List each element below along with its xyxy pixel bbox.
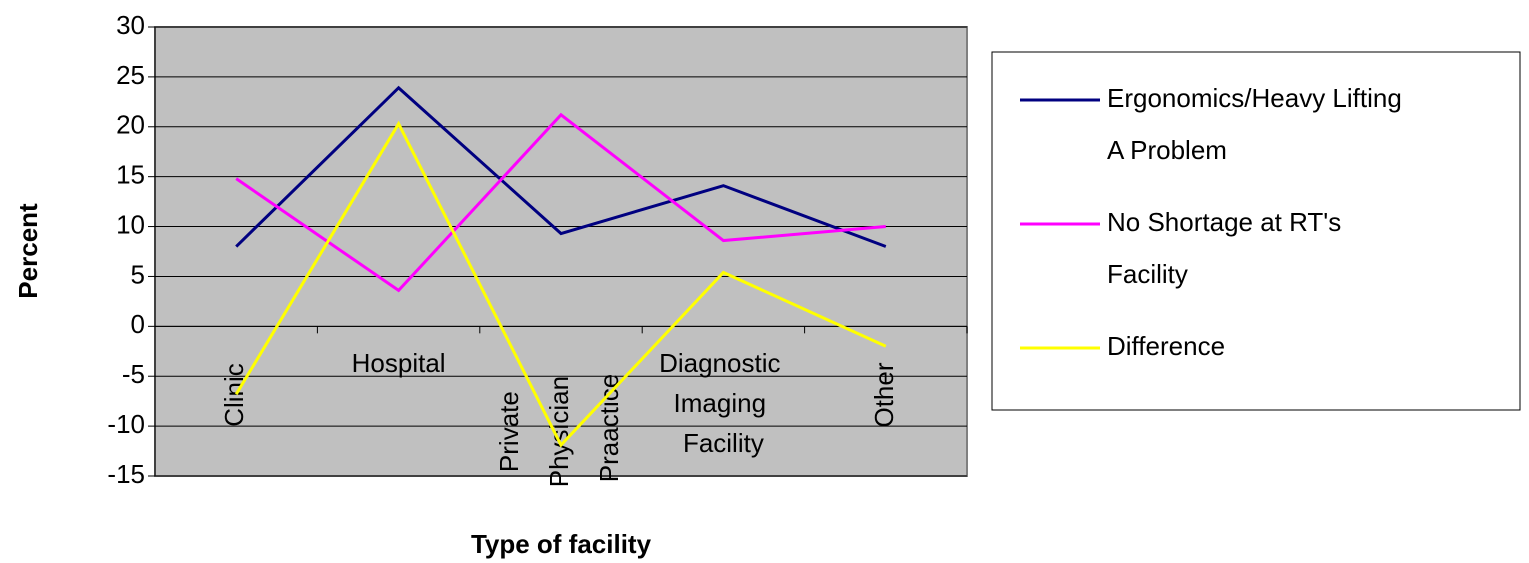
x-tick-label: Clinic [219, 363, 249, 427]
x-tick-label: Private Physician Praactice [494, 369, 624, 488]
x-tick-label: Diagnostic Imaging Facility [659, 348, 788, 458]
y-tick-label: 0 [131, 309, 145, 339]
y-tick-label: -5 [122, 359, 145, 389]
legend-label: No Shortage at RT's Facility [1107, 207, 1349, 289]
plot-area [154, 26, 968, 477]
y-tick-label: 25 [116, 60, 145, 90]
y-axis-title: Percent [13, 203, 43, 299]
y-tick-label: 15 [116, 160, 145, 190]
y-tick-label: 20 [116, 110, 145, 140]
legend-box [991, 51, 1521, 411]
series-line [235, 112, 886, 293]
legend-label: Difference [1107, 331, 1225, 361]
y-tick-label: 30 [116, 10, 145, 40]
legend-label: Ergonomics/Heavy Lifting A Problem [1107, 83, 1409, 165]
y-tick-label: -15 [107, 459, 145, 489]
x-tick-label: Other [869, 362, 899, 427]
x-tick-label: Hospital [352, 348, 446, 378]
y-tick-label: 10 [116, 209, 145, 239]
series-line [235, 85, 887, 248]
x-axis-title: Type of facility [471, 529, 652, 559]
y-tick-label: 5 [131, 259, 145, 289]
series-line [234, 120, 887, 448]
y-tick-label: -10 [107, 409, 145, 439]
